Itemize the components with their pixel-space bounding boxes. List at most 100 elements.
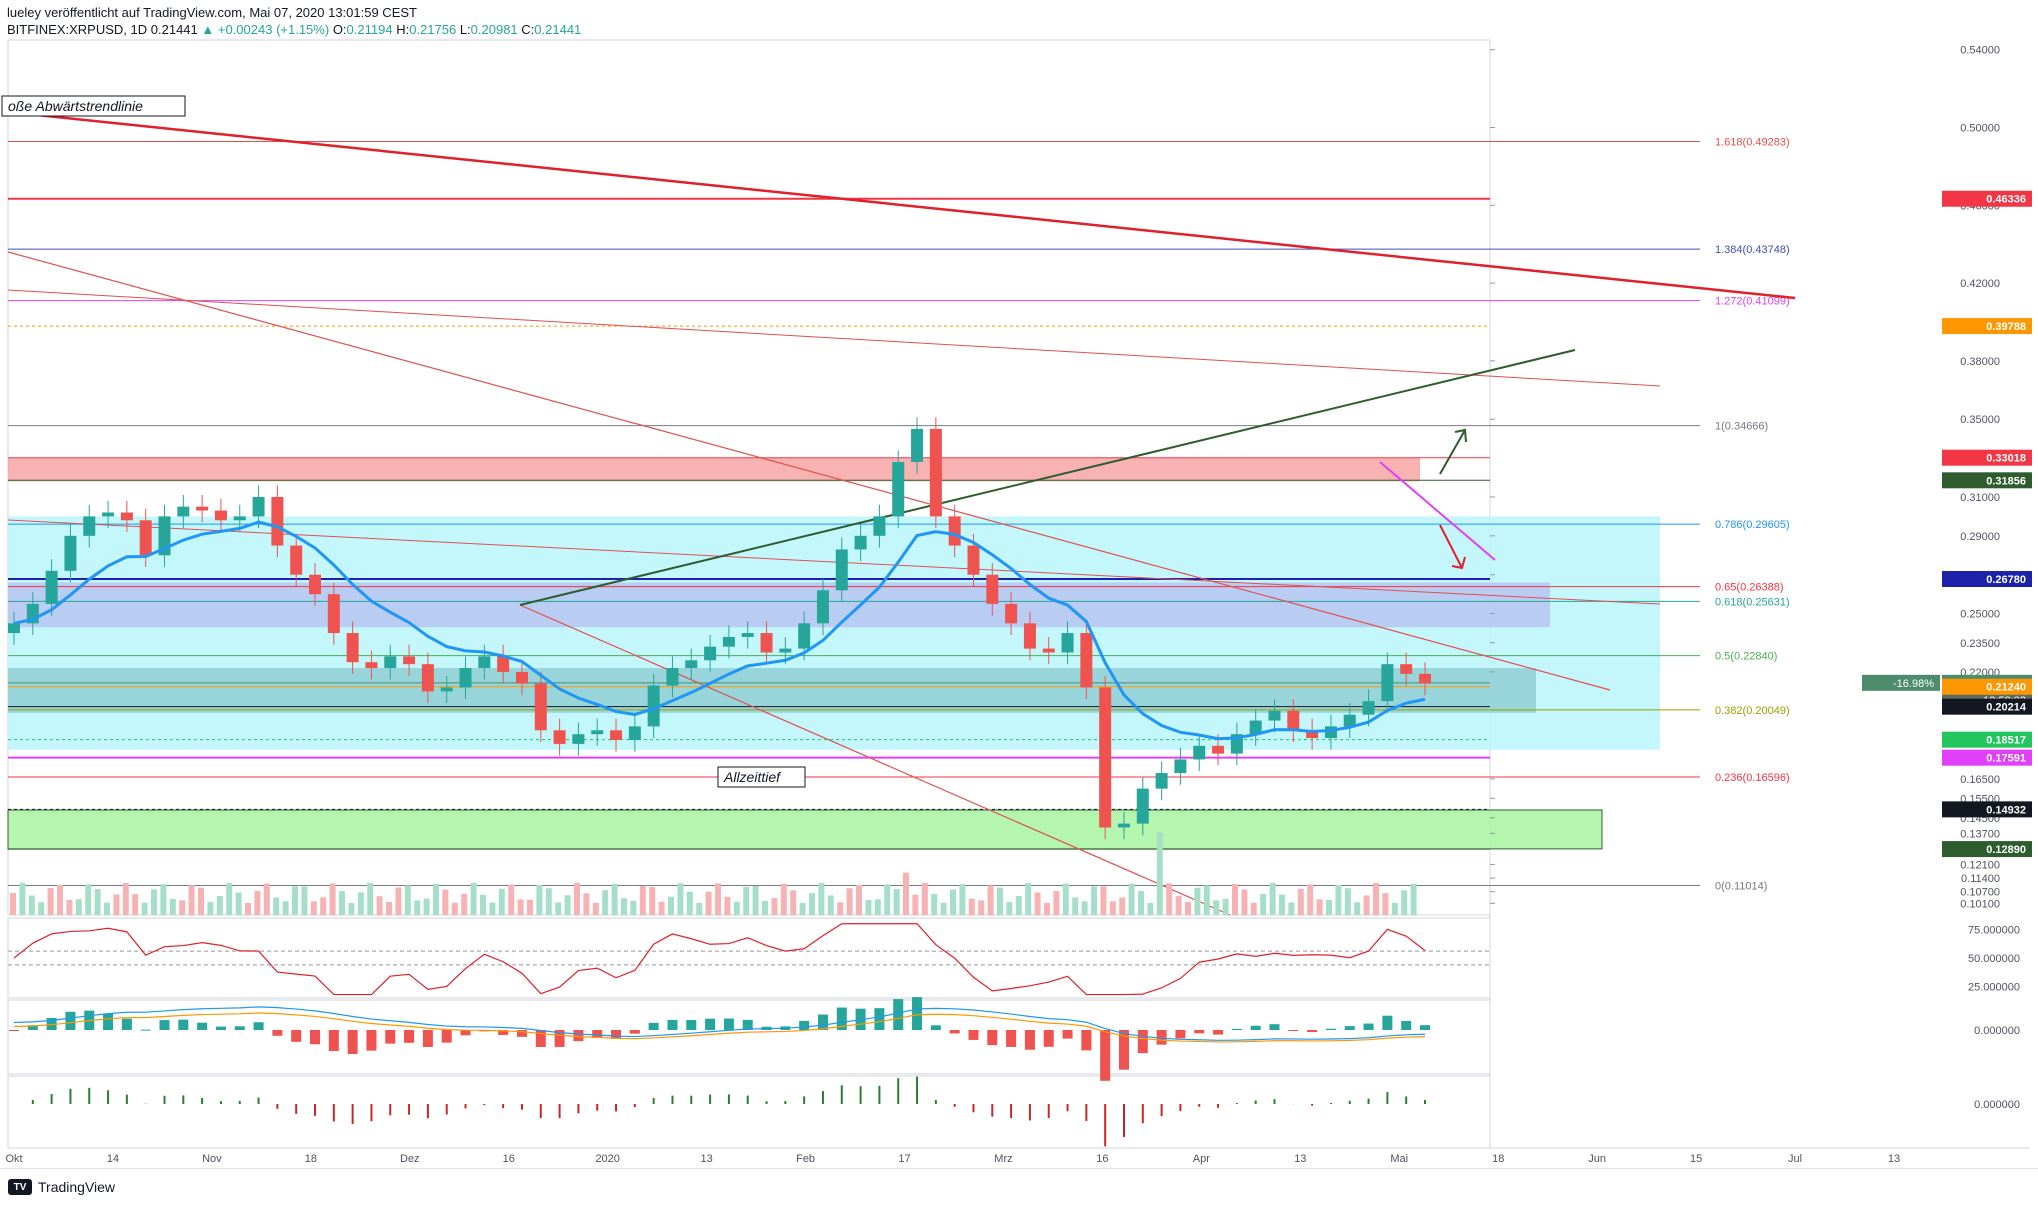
volume-bar-81: [771, 898, 778, 915]
candle-body-7: [139, 520, 152, 556]
macd-hist-59: [1118, 1030, 1129, 1070]
downtrend-label: oße Abwärtstrendlinie: [8, 98, 143, 114]
volume-bar-52: [498, 888, 505, 915]
volume-bar-132: [1250, 902, 1257, 915]
close-value: 0.21441: [534, 22, 582, 37]
candle-body-44: [835, 549, 848, 591]
zone-3: [8, 668, 1536, 713]
downtrend-line-2: [7, 251, 1611, 691]
x-tick-0: Okt: [5, 1153, 22, 1165]
volume-bar-12: [122, 883, 129, 915]
tradingview-brand[interactable]: TV TradingView: [8, 1179, 115, 1195]
volume-bar-62: [592, 902, 599, 915]
volume-bar-27: [263, 883, 270, 915]
macd-hist-49: [930, 1025, 941, 1030]
volume-bar-49: [470, 883, 477, 915]
price-badge-8: [1942, 731, 2032, 748]
candle-body-72: [1362, 701, 1375, 715]
macd-hist-55: [1043, 1030, 1054, 1047]
volume-bar-145: [1373, 883, 1379, 915]
macd-hist-31: [592, 1030, 603, 1038]
volume-bar-51: [489, 902, 496, 915]
volume-bar-60: [574, 883, 580, 915]
price-badge-9: [1942, 749, 2032, 766]
macd-hist-36: [686, 1020, 697, 1030]
candle-body-2: [45, 570, 58, 604]
candle-body-34: [647, 685, 660, 727]
candle-body-28: [534, 683, 547, 731]
price-badge-label-2: 0.33018: [1986, 453, 2026, 465]
macd-hist-35: [667, 1019, 678, 1030]
volume-bar-31: [301, 886, 308, 915]
x-tick-15: 18: [1492, 1153, 1504, 1165]
volume-bar-114: [1081, 901, 1088, 915]
candle-body-50: [948, 516, 961, 546]
volume-bar-149: [1410, 883, 1417, 915]
macd-hist-13: [253, 1022, 264, 1030]
candle-body-0: [8, 623, 20, 634]
candle-body-26: [497, 656, 510, 672]
candle-body-1: [26, 603, 39, 624]
volume-bar-41: [395, 887, 402, 915]
symbol-label[interactable]: BITFINEX:XRPUSD, 1D: [7, 22, 148, 37]
macd-hist-37: [705, 1018, 716, 1030]
change-badge: [1862, 674, 1940, 691]
fib-label-7: 0.5(0.22840): [1715, 651, 1777, 663]
rsi-tick-0: 75.000000: [1968, 924, 2020, 936]
x-tick-4: Dez: [400, 1153, 420, 1165]
candle-body-17: [327, 594, 340, 634]
fib-label-4: 0.786(0.29605): [1715, 519, 1790, 531]
change-badge-label: -16.98%: [1893, 678, 1934, 690]
volume-bar-95: [903, 872, 909, 915]
macd-hist-56: [1062, 1030, 1073, 1039]
macd-hist-6: [121, 1018, 132, 1030]
volume-bar-63: [602, 890, 609, 915]
candle-body-18: [346, 633, 359, 663]
volume-bar-121: [1147, 902, 1154, 915]
macd-hist-24: [460, 1030, 471, 1036]
x-tick-12: Apr: [1193, 1153, 1210, 1165]
y-tick-7: 0.29000: [1960, 531, 2000, 543]
candle-body-57: [1080, 633, 1093, 688]
candle-body-71: [1343, 714, 1356, 727]
candle-body-43: [816, 590, 829, 624]
candle-body-32: [610, 730, 623, 740]
volume-bar-14: [141, 902, 148, 915]
x-tick-5: 16: [503, 1153, 515, 1165]
volume-bar-113: [1072, 897, 1079, 915]
volume-bar-122: [1156, 832, 1163, 915]
y-tick-18: 0.10700: [1960, 887, 2000, 899]
ath-low-label: Allzeittief: [723, 769, 782, 785]
candle-body-15: [290, 545, 303, 575]
macd-hist-53: [1006, 1030, 1017, 1047]
volume-bar-143: [1354, 902, 1361, 915]
macd-hist-61: [1156, 1030, 1167, 1045]
macd-hist-11: [215, 1026, 226, 1030]
candle-body-45: [854, 535, 867, 550]
volume-bar-7: [75, 899, 82, 915]
volume-bar-4: [47, 888, 54, 915]
volume-bar-86: [818, 883, 825, 915]
price-badge-4: [1942, 571, 2032, 587]
volume-bar-53: [508, 884, 515, 915]
candle-body-3: [64, 535, 77, 571]
volume-bar-123: [1166, 883, 1173, 915]
volume-bar-55: [527, 899, 533, 915]
volume-bar-69: [658, 901, 665, 915]
price-chart[interactable]: 1.618(0.49283) 1.384(0.43748) 1.272(0.4109…: [0, 0, 2038, 1168]
price-badge-label-10: 0.14932: [1986, 804, 2026, 816]
x-tick-7: 13: [701, 1153, 713, 1165]
price-badge-label-9: 0.17591: [1986, 753, 2026, 765]
volume-bar-28: [273, 897, 280, 915]
macd-hist-57: [1081, 1030, 1092, 1051]
down-arrow-icon: [1439, 524, 1466, 570]
volume-bar-127: [1203, 885, 1210, 915]
macd-hist-70: [1325, 1028, 1336, 1030]
candle-body-27: [515, 671, 528, 684]
volume-bar-131: [1241, 889, 1248, 915]
volume-bar-67: [639, 885, 646, 915]
macd-tick: 0.000000: [1974, 1025, 2020, 1037]
macd-hist-27: [516, 1030, 527, 1037]
fib-label-9: 0.236(0.16596): [1715, 772, 1790, 784]
volume-bar-18: [179, 900, 186, 915]
